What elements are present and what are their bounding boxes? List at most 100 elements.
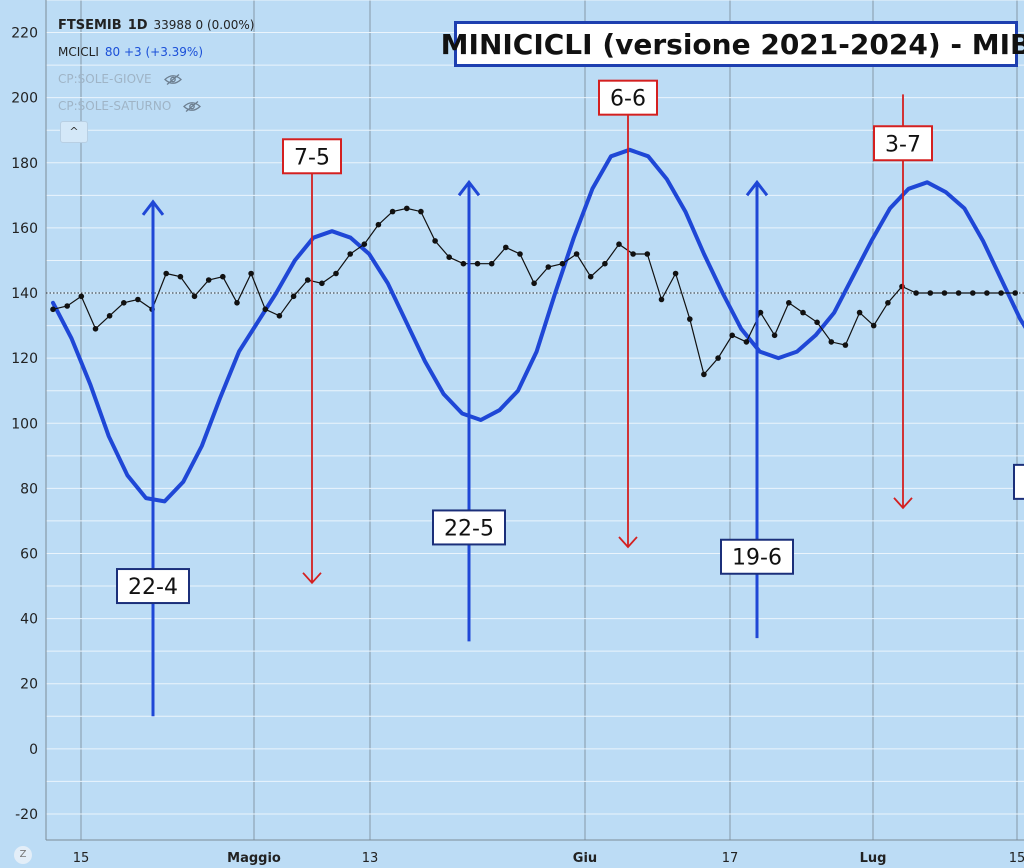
marker-label: 6-6 — [610, 87, 646, 112]
top-marker: 3-7 — [873, 94, 933, 510]
price-point — [998, 290, 1004, 296]
price-point — [517, 251, 523, 257]
indicator-name: MCICLI — [58, 45, 99, 59]
marker-label-box — [282, 138, 342, 175]
marker-label-box — [432, 509, 506, 546]
price-point — [333, 270, 339, 277]
price-point — [786, 300, 792, 306]
symbol-name: FTSEMIB — [58, 18, 122, 33]
price-point — [460, 260, 467, 267]
marker-label: 22-5 — [444, 516, 494, 541]
marker-label-box — [720, 538, 794, 575]
up-arrowhead — [141, 199, 165, 216]
price-point — [121, 300, 127, 306]
legend-collapse-button[interactable]: ^ — [60, 121, 88, 143]
down-arrowhead — [302, 572, 322, 585]
price-point — [404, 205, 410, 212]
price-point — [276, 313, 283, 319]
up-arrowhead — [745, 179, 769, 197]
cycle-curve — [51, 147, 1024, 504]
price-point — [559, 260, 566, 267]
legend-indicator-row[interactable]: MCICLI 80 +3 (+3.39%) — [58, 39, 254, 66]
up-arrowhead — [457, 179, 481, 197]
price-point — [545, 264, 552, 270]
price-point — [757, 309, 764, 316]
eye-crossed-icon[interactable] — [183, 101, 202, 112]
y-tick-label: 20 — [20, 677, 38, 693]
price-point — [885, 300, 891, 306]
price-point — [106, 313, 113, 319]
y-tick-label: 180 — [11, 156, 38, 172]
price-info: 33988 0 (0.00%) — [153, 18, 255, 32]
y-tick-label: 80 — [20, 481, 38, 497]
price-point — [64, 303, 70, 309]
price-point — [220, 273, 226, 280]
legend-hidden-indicator-2[interactable]: CP:SOLE-SATURNO — [58, 93, 254, 120]
price-point — [913, 290, 919, 296]
price-point — [135, 296, 141, 303]
top-marker: 6-6 — [598, 79, 658, 549]
x-tick-label: 15 — [1009, 851, 1024, 866]
y-tick-label: 120 — [11, 351, 38, 367]
price-point — [743, 339, 750, 345]
marker-label: 22-4 — [128, 575, 178, 600]
price-point — [503, 244, 509, 251]
legend-hidden-indicator-1[interactable]: CP:SOLE-GIOVE — [58, 66, 254, 93]
price-point — [828, 339, 835, 345]
y-tick-label: 160 — [11, 221, 38, 237]
price-point — [630, 251, 636, 257]
price-point — [234, 300, 240, 306]
price-point — [573, 251, 580, 257]
price-point — [955, 290, 962, 296]
price-point — [644, 251, 651, 257]
price-point — [262, 306, 269, 313]
offscreen-marker-box — [1013, 463, 1024, 500]
price-point — [870, 322, 877, 329]
top-marker: 7-5 — [282, 138, 342, 585]
price-point — [800, 309, 806, 316]
x-tick-label: Lug — [860, 851, 887, 866]
price-point — [474, 260, 481, 267]
price-point — [418, 208, 424, 215]
price-point — [587, 273, 594, 280]
legend-symbol-row[interactable]: FTSEMIB 1D 33988 0 (0.00%) — [58, 12, 254, 39]
price-point — [389, 208, 396, 215]
zoom-reset-button[interactable]: Z — [14, 846, 32, 864]
price-point — [205, 277, 212, 283]
price-point — [814, 319, 820, 326]
price-point — [78, 293, 85, 300]
price-point — [715, 355, 721, 361]
bottom-marker: 19-6 — [720, 179, 794, 639]
price-point — [842, 342, 849, 348]
price-point — [319, 280, 325, 287]
y-tick-label: 100 — [11, 416, 38, 432]
x-tick-label: 15 — [73, 851, 90, 866]
price-point — [701, 371, 707, 378]
x-tick-label: Giu — [573, 851, 597, 866]
marker-label: 3-7 — [885, 132, 921, 157]
x-tick-label: 17 — [722, 851, 739, 866]
price-point — [602, 260, 608, 267]
marker-label: 19-6 — [732, 546, 782, 571]
down-arrowhead — [893, 497, 913, 510]
price-point — [941, 290, 948, 296]
bottom-marker: 22-5 — [432, 179, 506, 642]
price-point — [984, 290, 990, 296]
y-tick-label: 220 — [11, 26, 38, 42]
y-tick-label: 200 — [11, 91, 38, 107]
eye-crossed-icon[interactable] — [163, 74, 182, 85]
price-point — [970, 290, 976, 296]
price-point — [899, 283, 905, 290]
x-tick-label: Maggio — [227, 851, 281, 866]
x-tick-label: 13 — [362, 851, 379, 866]
y-tick-label: -20 — [15, 807, 38, 823]
hidden-indicator-name: CP:SOLE-SATURNO — [58, 99, 172, 113]
chart-title: MINICICLI (versione 2021-2024) - MIB — [441, 21, 1024, 67]
interval-label[interactable]: 1D — [127, 18, 148, 33]
price-point — [290, 293, 297, 300]
price-point — [927, 290, 934, 296]
price-point — [729, 332, 735, 339]
